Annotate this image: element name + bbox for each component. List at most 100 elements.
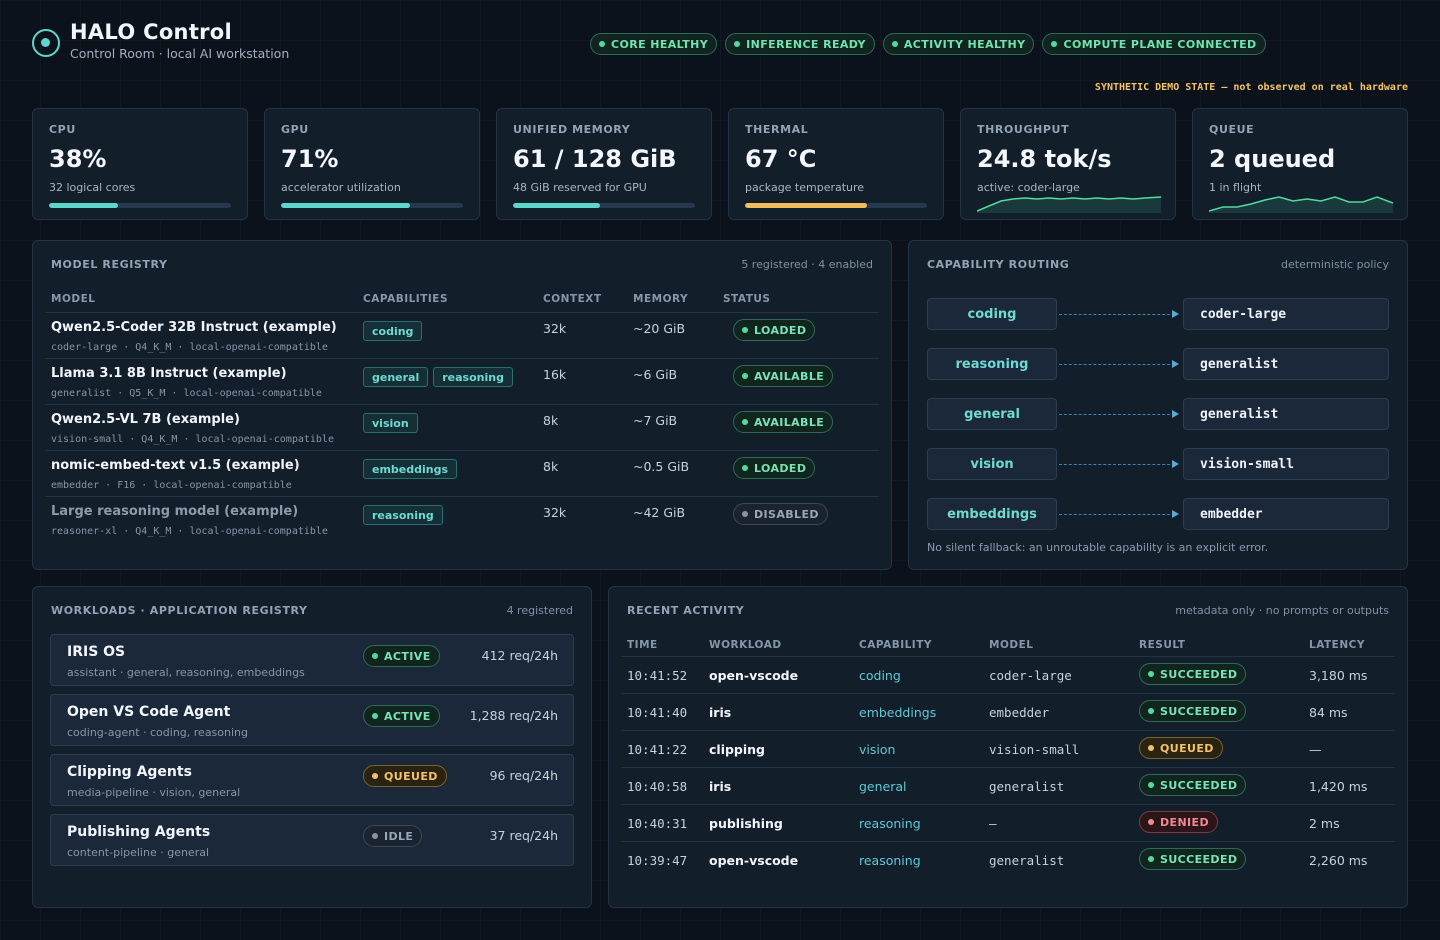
metric-value: 71%: [281, 145, 339, 173]
activity-capability: reasoning: [859, 816, 921, 831]
activity-workload: open-vscode: [709, 853, 799, 868]
queue-metric-card: QUEUE 2 queued 1 in flight: [1192, 108, 1408, 220]
workload-request-count: 1,288 req/24h: [469, 708, 558, 723]
metric-label: THROUGHPUT: [977, 123, 1070, 136]
activity-workload: clipping: [709, 742, 766, 757]
model-memory: ~0.5 GiB: [633, 459, 690, 474]
workload-name: Clipping Agents: [67, 764, 192, 780]
route-capability[interactable]: vision: [927, 448, 1057, 480]
thermal-progress-bar: [745, 203, 927, 208]
routing-policy-note: No silent fallback: an unroutable capabi…: [927, 541, 1269, 554]
workload-meta: coding-agent · coding, reasoning: [67, 726, 249, 739]
model-meta: reasoner-xl · Q4_K_M · local-openai-comp…: [51, 526, 328, 537]
route-connector: [1059, 464, 1175, 465]
inference-status-badge: INFERENCE READY: [725, 33, 875, 55]
activity-row[interactable]: 10:40:58 iris general generalist SUCCEED…: [621, 767, 1395, 804]
capability-chip: general: [363, 367, 429, 387]
capability-chips: reasoning: [363, 505, 443, 525]
activity-workload: iris: [709, 779, 732, 794]
status-dot-icon: [1148, 819, 1154, 825]
route-target-model[interactable]: vision-small: [1183, 448, 1389, 480]
route-connector: [1059, 414, 1175, 415]
route-capability[interactable]: coding: [927, 298, 1057, 330]
route-target-model[interactable]: embedder: [1183, 498, 1389, 530]
metric-label: GPU: [281, 123, 309, 136]
activity-latency: 2 ms: [1309, 816, 1340, 831]
model-context: 8k: [543, 413, 559, 428]
metric-label: THERMAL: [745, 123, 809, 136]
workload-status-badge: IDLE: [363, 825, 423, 847]
activity-row[interactable]: 10:41:40 iris embeddings embedder SUCCEE…: [621, 693, 1395, 730]
route-target-model[interactable]: generalist: [1183, 398, 1389, 430]
route-target-model[interactable]: coder-large: [1183, 298, 1389, 330]
route-connector: [1059, 514, 1175, 515]
model-row[interactable]: Qwen2.5-Coder 32B Instruct (example) cod…: [45, 312, 879, 358]
model-row[interactable]: nomic-embed-text v1.5 (example) embedder…: [45, 450, 879, 496]
workload-item[interactable]: Clipping Agents media-pipeline · vision,…: [50, 754, 574, 806]
metric-value: 67 °C: [745, 145, 817, 173]
workload-item[interactable]: Publishing Agents content-pipeline · gen…: [50, 814, 574, 866]
progress-fill: [281, 203, 411, 208]
status-dot-icon: [891, 41, 898, 47]
arrow-right-icon: [1172, 460, 1179, 468]
activity-latency: 1,420 ms: [1309, 779, 1368, 794]
recent-activity-panel: RECENT ACTIVITY metadata only · no promp…: [608, 586, 1408, 908]
capability-routing-panel: CAPABILITY ROUTING deterministic policy …: [908, 240, 1408, 570]
status-dot-icon: [734, 41, 741, 47]
activity-time: 10:41:52: [627, 668, 688, 683]
activity-capability: coding: [859, 668, 901, 683]
activity-capability: embeddings: [859, 705, 937, 720]
arrow-right-icon: [1172, 310, 1179, 318]
status-dot-icon: [742, 373, 748, 379]
activity-row[interactable]: 10:41:22 clipping vision vision-small QU…: [621, 730, 1395, 767]
column-header: MODEL: [989, 639, 1034, 651]
activity-row[interactable]: 10:41:52 open-vscode coding coder-large …: [621, 656, 1395, 693]
column-header: MEMORY: [633, 293, 689, 305]
activity-workload: open-vscode: [709, 668, 799, 683]
metric-subtext: 32 logical cores: [49, 181, 136, 194]
column-header: LATENCY: [1309, 639, 1365, 651]
activity-capability: general: [859, 779, 907, 794]
memory-progress-bar: [513, 203, 695, 208]
panel-meta: 4 registered: [506, 604, 573, 617]
model-row[interactable]: Qwen2.5-VL 7B (example) vision-small · Q…: [45, 404, 879, 450]
model-context: 32k: [543, 321, 567, 336]
activity-latency: 2,260 ms: [1309, 853, 1368, 868]
activity-model: embedder: [989, 705, 1050, 720]
workload-status-badge: ACTIVE: [363, 705, 440, 727]
model-name: Llama 3.1 8B Instruct (example): [51, 366, 287, 381]
capability-chips: vision: [363, 413, 418, 433]
activity-model: –: [989, 816, 997, 831]
app-title: HALO Control: [70, 20, 233, 44]
activity-model: generalist: [989, 779, 1065, 794]
workload-item[interactable]: Open VS Code Agent coding-agent · coding…: [50, 694, 574, 746]
workload-status-badge: ACTIVE: [363, 645, 440, 667]
workload-item[interactable]: IRIS OS assistant · general, reasoning, …: [50, 634, 574, 686]
throughput-metric-card: THROUGHPUT 24.8 tok/s active: coder-larg…: [960, 108, 1176, 220]
metric-subtext: 48 GiB reserved for GPU: [513, 181, 647, 194]
route-target-model[interactable]: generalist: [1183, 348, 1389, 380]
route-capability[interactable]: embeddings: [927, 498, 1057, 530]
compute-plane-badge: COMPUTE PLANE CONNECTED: [1042, 33, 1266, 55]
activity-result-badge: SUCCEEDED: [1139, 663, 1247, 685]
route-capability[interactable]: general: [927, 398, 1057, 430]
model-name: Qwen2.5-Coder 32B Instruct (example): [51, 320, 337, 335]
column-header: CAPABILITY: [859, 639, 932, 651]
app-subtitle: Control Room · local AI workstation: [70, 46, 290, 61]
metric-value: 2 queued: [1209, 145, 1336, 173]
activity-capability: reasoning: [859, 853, 921, 868]
progress-fill: [513, 203, 601, 208]
panel-title: WORKLOADS · APPLICATION REGISTRY: [51, 604, 308, 617]
model-name: nomic-embed-text v1.5 (example): [51, 458, 300, 473]
capability-chip: embeddings: [363, 459, 458, 479]
workload-request-count: 412 req/24h: [481, 648, 558, 663]
model-row[interactable]: Large reasoning model (example) reasoner…: [45, 496, 879, 542]
metric-subtext: active: coder-large: [977, 181, 1080, 194]
model-name: Large reasoning model (example): [51, 504, 299, 519]
activity-row[interactable]: 10:40:31 publishing reasoning – DENIED 2…: [621, 804, 1395, 841]
workload-request-count: 37 req/24h: [489, 828, 558, 843]
activity-row[interactable]: 10:39:47 open-vscode reasoning generalis…: [621, 841, 1395, 878]
model-row[interactable]: Llama 3.1 8B Instruct (example) generali…: [45, 358, 879, 404]
model-memory: ~20 GiB: [633, 321, 686, 336]
route-capability[interactable]: reasoning: [927, 348, 1057, 380]
